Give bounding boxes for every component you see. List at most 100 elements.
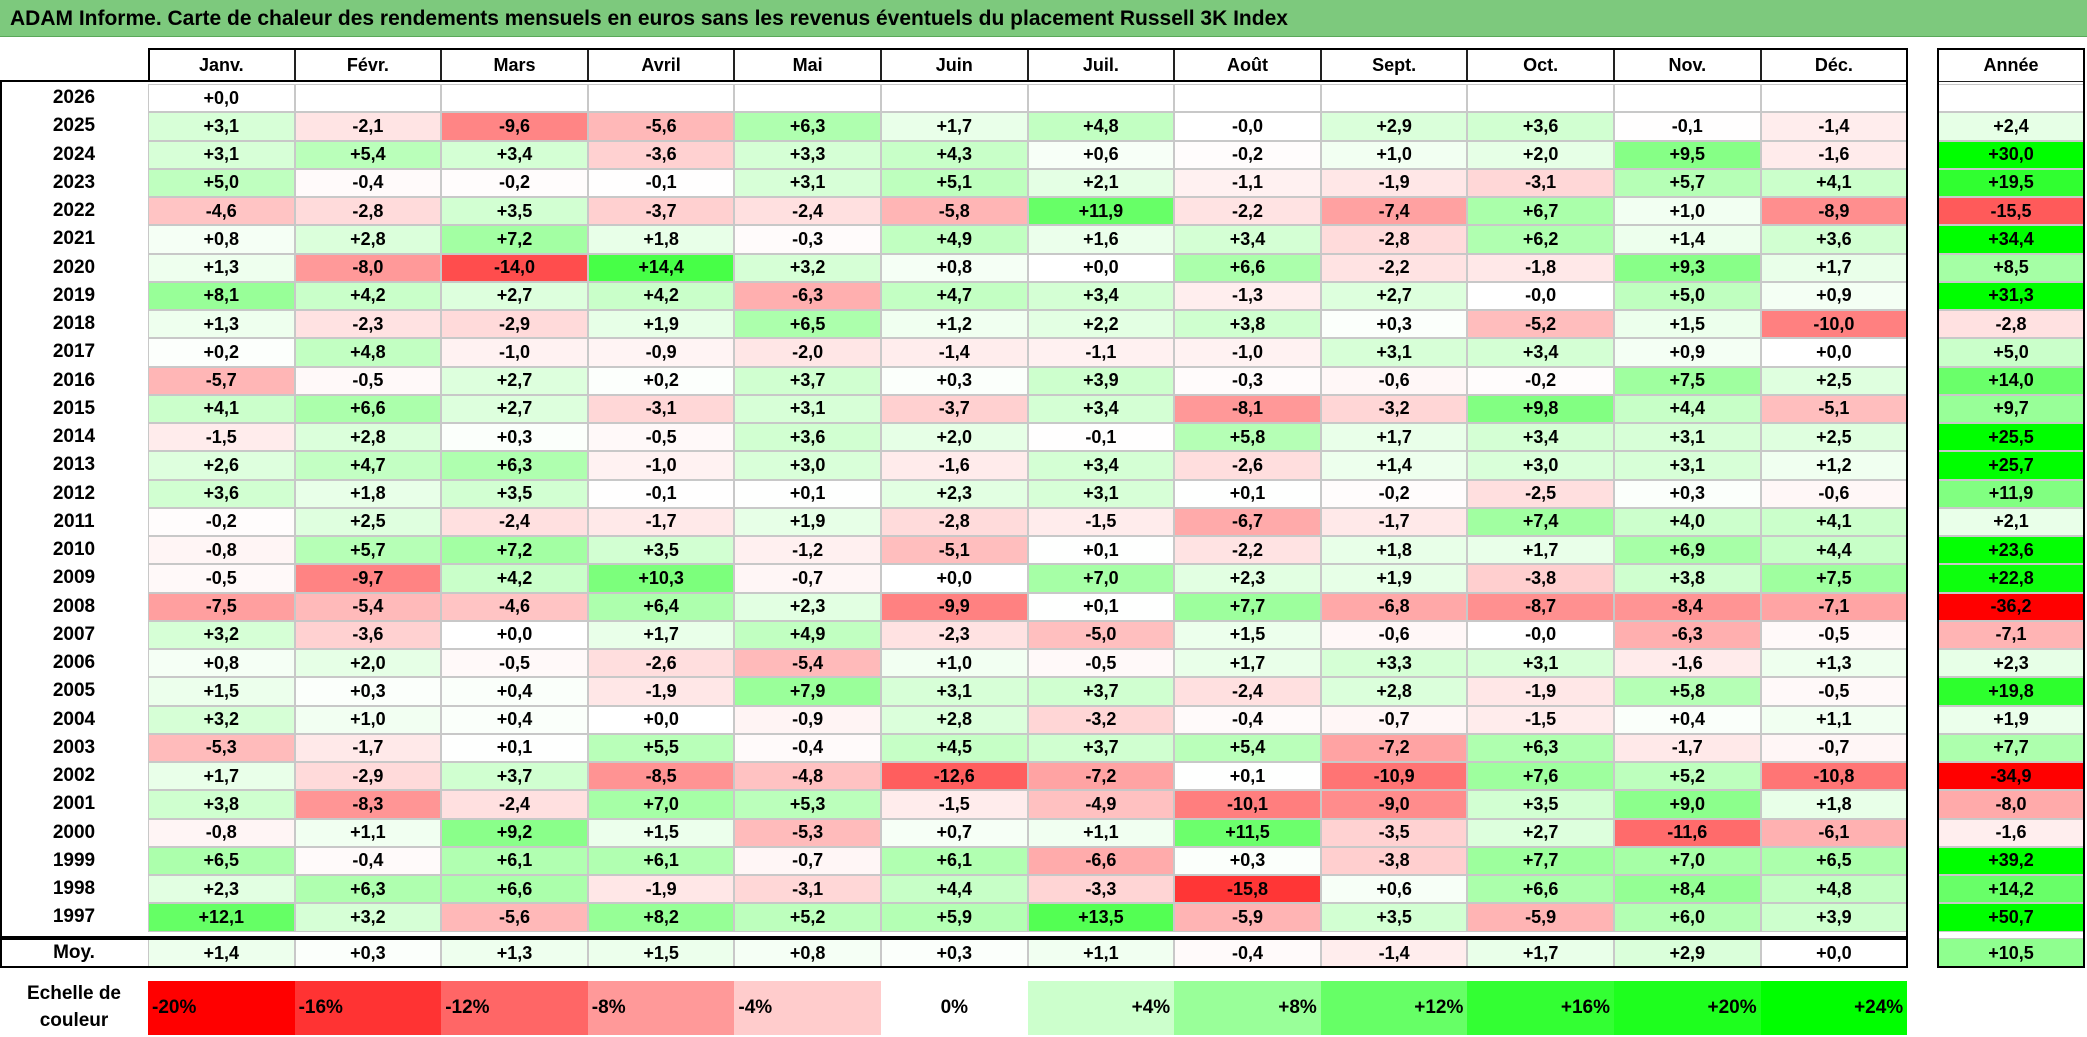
heatmap-cell: -2,3 [294, 310, 442, 339]
heatmap-cell: -7,1 [1760, 592, 1908, 621]
year-total-cell: +23,6 [1937, 536, 2085, 565]
heatmap-cell: -5,9 [1467, 903, 1614, 932]
heatmap-cell: +0,1 [1027, 536, 1175, 565]
month-header: Févr. [294, 48, 442, 82]
heatmap-cell: +2,7 [1320, 281, 1468, 310]
heatmap-cell: -3,8 [1320, 846, 1468, 875]
year-total-cell: -2,8 [1937, 310, 2085, 339]
heatmap-cell: +3,7 [1027, 677, 1175, 706]
legend-swatch: +20% [1614, 981, 1761, 1035]
heatmap-cell: +3,1 [1320, 338, 1468, 367]
heatmap-cell: +13,5 [1027, 903, 1175, 932]
heatmap-cell: +6,1 [587, 846, 735, 875]
row-year-label: 2021 [52, 228, 96, 250]
heatmap-cell: +3,8 [1174, 310, 1321, 339]
heatmap-cell: -1,6 [881, 451, 1028, 480]
heatmap-cell: +0,1 [1174, 479, 1321, 508]
heatmap-cell: -3,5 [1320, 818, 1468, 847]
month-header: Juil. [1027, 48, 1175, 82]
heatmap-cell: +3,9 [1760, 903, 1908, 932]
heatmap-cell: +3,1 [148, 112, 295, 141]
heatmap-cell: +2,8 [881, 705, 1028, 734]
heatmap-cell: +3,0 [734, 451, 881, 480]
heatmap-cell: +3,8 [1614, 564, 1761, 593]
heatmap-cell: +2,7 [441, 394, 588, 423]
month-header: Janv. [148, 48, 295, 82]
month-header: Juin [881, 48, 1028, 82]
heatmap-cell: -1,8 [1467, 253, 1614, 282]
heatmap-cell: -0,8 [148, 818, 295, 847]
heatmap-cell: -0,8 [148, 536, 295, 565]
heatmap-cell: +4,1 [1760, 168, 1908, 197]
heatmap-cell: +5,8 [1614, 677, 1761, 706]
legend-swatch: -4% [734, 981, 881, 1035]
heatmap-cell: +2,3 [734, 592, 881, 621]
heatmap-cell: -0,7 [734, 846, 881, 875]
heatmap-cell: -0,0 [1467, 281, 1614, 310]
heatmap-cell: -2,8 [881, 507, 1028, 536]
heatmap-cell [587, 84, 735, 113]
heatmap-cell: -1,5 [148, 423, 295, 452]
year-total-cell: +11,9 [1937, 479, 2085, 508]
heatmap-cell: -3,1 [1467, 168, 1614, 197]
year-total-cell: +14,0 [1937, 366, 2085, 395]
heatmap-cell: +2,7 [441, 366, 588, 395]
heatmap-cell: -5,7 [148, 366, 295, 395]
legend-swatch: +24% [1760, 981, 1908, 1035]
heatmap-cell: +5,4 [1174, 733, 1321, 762]
heatmap-cell: -2,5 [1467, 479, 1614, 508]
heatmap-cell: +1,9 [587, 310, 735, 339]
row-year-label: 2018 [52, 313, 96, 335]
heatmap-cell: +9,8 [1467, 394, 1614, 423]
heatmap-cell: +0,7 [881, 818, 1028, 847]
month-header: Sept. [1320, 48, 1468, 82]
heatmap-cell: +0,1 [734, 479, 881, 508]
year-total-cell: +5,0 [1937, 338, 2085, 367]
heatmap-cell: -0,4 [294, 168, 442, 197]
heatmap-cell: +6,3 [441, 451, 588, 480]
heatmap-cell: +1,7 [1174, 649, 1321, 678]
heatmap-cell: -1,1 [1027, 338, 1175, 367]
row-year-label: 2019 [52, 284, 96, 306]
heatmap-cell: +0,3 [1614, 479, 1761, 508]
heatmap-cell: +0,4 [441, 705, 588, 734]
heatmap-cell: +1,1 [1027, 818, 1175, 847]
heatmap-cell: -3,7 [587, 197, 735, 226]
year-total-cell: +25,5 [1937, 423, 2085, 452]
average-cell: -0,4 [1174, 938, 1321, 968]
heatmap-cell: -0,0 [1467, 620, 1614, 649]
heatmap-cell: +0,0 [148, 84, 295, 113]
heatmap-cell: +2,7 [441, 281, 588, 310]
heatmap-cell: +2,3 [1174, 564, 1321, 593]
heatmap-cell: -2,4 [734, 197, 881, 226]
heatmap-cell: -8,3 [294, 790, 442, 819]
heatmap-cell: +0,9 [1614, 338, 1761, 367]
row-year-label: 2012 [52, 482, 96, 504]
heatmap-cell: +3,1 [1614, 451, 1761, 480]
heatmap-cell: -1,0 [1174, 338, 1321, 367]
heatmap-cell: +3,4 [1467, 338, 1614, 367]
heatmap-cell: +7,0 [587, 790, 735, 819]
heatmap-cell: -14,0 [441, 253, 588, 282]
heatmap-cell: -5,4 [734, 649, 881, 678]
heatmap-cell: +4,4 [1760, 536, 1908, 565]
average-cell: +0,3 [294, 938, 442, 968]
heatmap-cell: +0,6 [1320, 875, 1468, 904]
heatmap-cell: -6,3 [734, 281, 881, 310]
average-cell: -1,4 [1320, 938, 1468, 968]
heatmap-cell: +1,0 [1320, 140, 1468, 169]
heatmap-cell [441, 84, 588, 113]
heatmap-cell: +1,3 [1760, 649, 1908, 678]
row-year-label: 2010 [52, 539, 96, 561]
heatmap-cell: +7,2 [441, 225, 588, 254]
heatmap-cell: +4,5 [881, 733, 1028, 762]
heatmap-cell: +1,9 [734, 507, 881, 536]
heatmap-cell: +1,5 [587, 818, 735, 847]
heatmap-cell: +2,0 [881, 423, 1028, 452]
heatmap-cell: +3,2 [734, 253, 881, 282]
heatmap-cell: +0,0 [1760, 338, 1908, 367]
heatmap-cell: -2,4 [441, 790, 588, 819]
heatmap-cell: -9,9 [881, 592, 1028, 621]
heatmap-cell: +6,2 [1467, 225, 1614, 254]
heatmap-cell: +3,2 [148, 705, 295, 734]
